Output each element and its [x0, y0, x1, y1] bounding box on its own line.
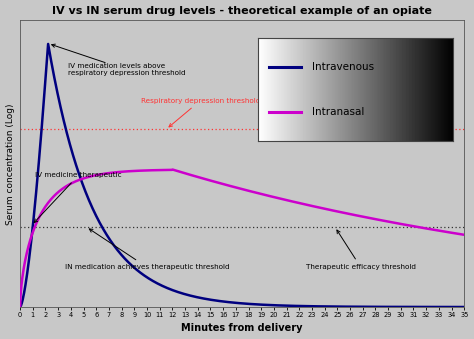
X-axis label: Minutes from delivery: Minutes from delivery	[182, 323, 303, 334]
Text: IV medication levels above
respiratory depression threshold: IV medication levels above respiratory d…	[52, 44, 186, 77]
Text: IV medicine therapeutic: IV medicine therapeutic	[34, 172, 122, 222]
Text: Therapeutic efficacy threshold: Therapeutic efficacy threshold	[306, 230, 416, 270]
Y-axis label: Serum concentration (Log): Serum concentration (Log)	[6, 103, 15, 224]
Title: IV vs IN serum drug levels - theoretical example of an opiate: IV vs IN serum drug levels - theoretical…	[52, 5, 432, 16]
Text: IN medication achieves therapeutic threshold: IN medication achieves therapeutic thres…	[64, 229, 229, 270]
Text: Respiratory depression threshold: Respiratory depression threshold	[141, 98, 260, 127]
